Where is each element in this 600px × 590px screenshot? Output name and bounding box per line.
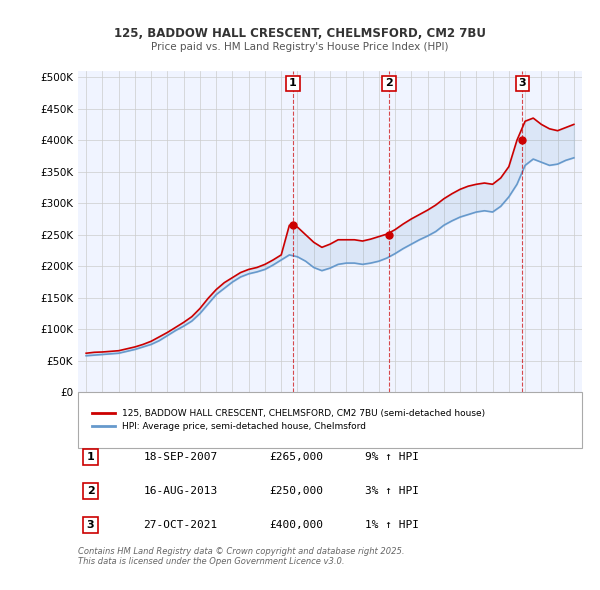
Text: £400,000: £400,000 [269,520,323,530]
Text: Price paid vs. HM Land Registry's House Price Index (HPI): Price paid vs. HM Land Registry's House … [151,42,449,53]
Text: 1% ↑ HPI: 1% ↑ HPI [365,520,419,530]
Text: 2: 2 [385,78,393,88]
Text: £265,000: £265,000 [269,452,323,462]
Text: 2: 2 [87,486,94,496]
Text: Contains HM Land Registry data © Crown copyright and database right 2025.
This d: Contains HM Land Registry data © Crown c… [78,546,404,566]
Text: 9% ↑ HPI: 9% ↑ HPI [365,452,419,462]
Legend: 125, BADDOW HALL CRESCENT, CHELMSFORD, CM2 7BU (semi-detached house), HPI: Avera: 125, BADDOW HALL CRESCENT, CHELMSFORD, C… [88,404,490,436]
Text: 27-OCT-2021: 27-OCT-2021 [143,520,218,530]
Text: 3: 3 [87,520,94,530]
Text: 3: 3 [518,78,526,88]
Text: £250,000: £250,000 [269,486,323,496]
Text: 125, BADDOW HALL CRESCENT, CHELMSFORD, CM2 7BU: 125, BADDOW HALL CRESCENT, CHELMSFORD, C… [114,27,486,40]
Text: 1: 1 [289,78,297,88]
Text: 18-SEP-2007: 18-SEP-2007 [143,452,218,462]
FancyBboxPatch shape [78,392,582,448]
Text: 16-AUG-2013: 16-AUG-2013 [143,486,218,496]
Text: 3% ↑ HPI: 3% ↑ HPI [365,486,419,496]
Text: 1: 1 [87,452,94,462]
